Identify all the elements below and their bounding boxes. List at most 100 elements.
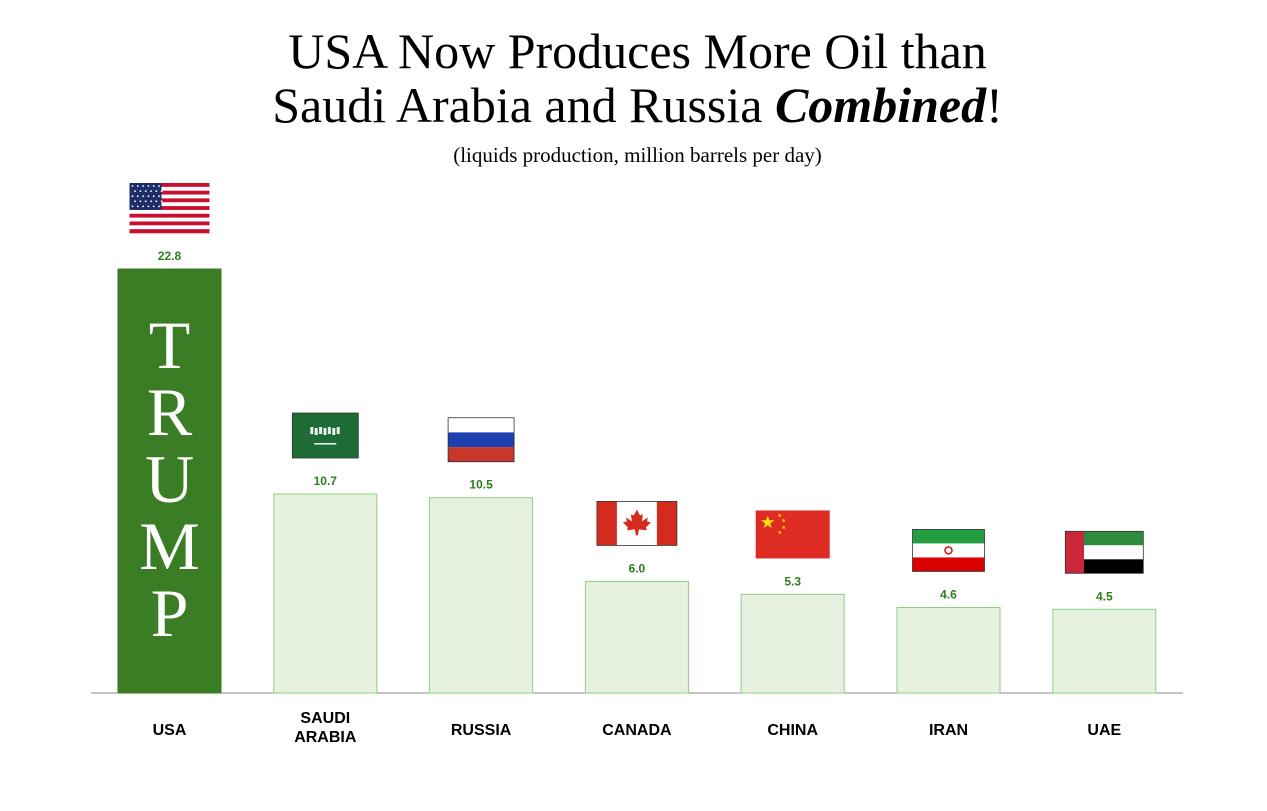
value-label-iran: 4.6 — [940, 588, 957, 602]
flag-band-white — [912, 543, 985, 558]
flag-band-white — [1065, 545, 1144, 560]
flag-star — [131, 205, 134, 208]
value-label-uae: 4.5 — [1096, 589, 1113, 603]
flag-star — [160, 190, 163, 193]
flag-script — [314, 428, 318, 436]
flag-band-red — [912, 557, 985, 572]
flag-star — [131, 195, 134, 198]
flag-star — [150, 200, 152, 203]
bar-letter: R — [147, 374, 193, 450]
value-label-canada: 6.0 — [629, 561, 646, 575]
value-label-russia: 10.5 — [469, 478, 493, 492]
flag-small-star — [781, 525, 786, 530]
flag-star — [136, 185, 139, 187]
flag-field — [291, 412, 359, 459]
value-label-china: 5.3 — [784, 574, 801, 588]
flag-star — [147, 205, 150, 208]
flag-stripe — [129, 225, 210, 230]
flag-stripe — [129, 190, 210, 195]
flag-stripe — [129, 229, 210, 234]
china-flag — [755, 510, 830, 559]
flag-star — [160, 200, 163, 203]
flag-star — [147, 195, 150, 198]
flag-star — [139, 200, 142, 203]
flag-star — [147, 185, 150, 187]
flag-script — [323, 428, 327, 436]
flag-border — [912, 529, 985, 572]
flag-star — [150, 190, 152, 193]
flag-star — [142, 185, 145, 187]
bar-canada — [584, 580, 689, 694]
bar-china — [740, 593, 845, 694]
chart-title-line-2-end: ! — [986, 77, 1003, 133]
flag-border — [596, 501, 678, 546]
chart-title-line-2-start: Saudi Arabia and Russia — [272, 77, 775, 133]
bar-uae — [1052, 608, 1157, 694]
flag-band-blue — [448, 432, 515, 448]
flag-stripe — [129, 202, 210, 207]
flag-stripe — [129, 186, 210, 191]
flag-script — [332, 428, 336, 436]
flag-band-red — [1065, 531, 1085, 574]
flag-stripe — [129, 221, 210, 226]
chart-title-emphasis: Combined — [774, 77, 987, 133]
category-label-line: ARABIA — [294, 729, 357, 746]
flag-star — [158, 185, 160, 187]
flag-field — [755, 510, 830, 559]
category-label-canada: CANADA — [602, 722, 672, 739]
flag-star — [158, 205, 160, 208]
flag-script — [319, 427, 323, 435]
chart-title-line-1: USA Now Produces More Oil than — [288, 23, 987, 79]
value-label-usa: 22.8 — [158, 249, 182, 263]
flag-canton — [129, 183, 162, 210]
saudi-arabia-flag — [291, 412, 359, 459]
flag-star — [152, 185, 155, 187]
flag-star — [139, 190, 142, 193]
flag-band-black — [1065, 559, 1144, 574]
flag-star — [142, 195, 145, 198]
flag-stripe — [129, 194, 210, 199]
flag-star — [136, 205, 139, 208]
maple-leaf-icon — [622, 509, 651, 536]
flag-band-left — [596, 501, 617, 546]
flag-border — [447, 417, 515, 463]
canada-flag — [596, 501, 678, 546]
flag-stripe — [129, 209, 210, 215]
flag-small-star — [781, 518, 786, 523]
bar-letter: T — [149, 307, 191, 383]
flag-script — [310, 427, 314, 435]
flag-star — [144, 200, 147, 203]
bar-russia — [429, 497, 534, 694]
flag-star — [152, 195, 155, 198]
flag-border — [1064, 530, 1144, 574]
flag-stripe — [129, 217, 210, 222]
flag-small-star — [777, 513, 782, 518]
category-label-iran: IRAN — [929, 722, 968, 739]
flag-star — [131, 185, 134, 187]
flag-band-green — [1065, 531, 1144, 546]
flag-star — [155, 200, 158, 203]
value-label-saudi-arabia: 10.7 — [314, 474, 338, 488]
flag-band-right — [656, 501, 677, 546]
flag-star — [155, 190, 158, 193]
flag-band-green — [912, 529, 985, 544]
flag-script — [327, 427, 331, 435]
flag-star — [158, 195, 160, 198]
flag-sword — [314, 443, 337, 445]
flag-star — [134, 190, 137, 193]
category-label-russia: RUSSIA — [451, 722, 512, 739]
category-label-line: SAUDI — [300, 710, 350, 727]
bar-usa — [117, 268, 222, 694]
category-label-uae: UAE — [1087, 722, 1121, 739]
category-label-china: CHINA — [767, 722, 818, 739]
bar-saudi-arabia — [273, 493, 378, 694]
bar-letter: M — [139, 508, 199, 584]
flag-small-star — [777, 530, 782, 535]
flag-script — [336, 427, 340, 435]
russia-flag — [447, 417, 515, 463]
flag-stripe — [129, 183, 210, 188]
flag-big-star — [761, 515, 775, 529]
chart-title: USA Now Produces More Oil than Saudi Ara… — [0, 24, 1267, 132]
